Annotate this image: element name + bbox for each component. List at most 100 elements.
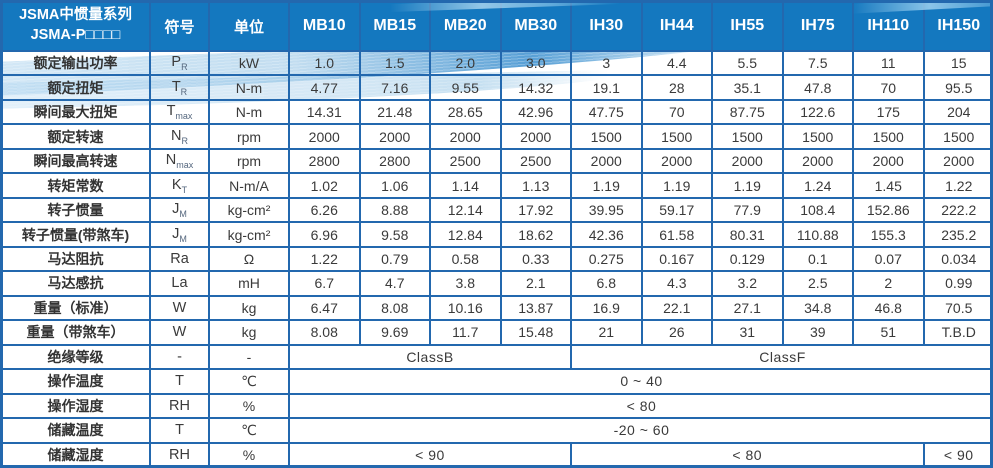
spec-value-cell: 2000 [358,123,431,150]
spec-value-cell: 2000 [288,123,361,150]
merged-value-cell: < 80 [570,441,925,468]
spec-value-cell: 70 [640,98,713,126]
spec-value-cell: 2800 [358,147,431,175]
row-label: 额定扭矩 [0,74,151,101]
symbol-main: - [177,348,182,365]
row-unit: kg [208,319,290,346]
spec-value-cell: 95.5 [922,74,993,101]
table-row: 马达阻抗 Ra Ω 1.22 0.79 0.58 0.33 0.275 0.167 0.129 0.… [0,245,993,273]
symbol-main: N [165,152,177,169]
spec-value-cell: 2000 [640,147,713,175]
spec-value-cell: 1500 [711,123,784,150]
row-label: 转子惯量(带煞车) [0,221,151,248]
spec-value-cell: 70 [852,74,925,101]
spec-value-cell: 59.17 [640,196,713,224]
row-symbol: RH [149,441,210,468]
row-unit: N-m [208,98,290,126]
spec-value-cell: 42.96 [499,98,572,126]
row-symbol: Nmax [149,147,210,175]
symbol-subscript: R [180,86,188,97]
symbol-main: La [171,275,188,292]
spec-value-cell: 155.3 [852,221,925,248]
row-label: 操作湿度 [0,392,151,420]
spec-value-cell: 0.167 [640,245,713,273]
series-title-line2: JSMA-P□□□□ [30,27,121,43]
spec-value-cell: 2000 [499,123,572,150]
col-header-model: MB30 [499,0,572,52]
row-symbol: T [149,368,210,395]
row-unit: rpm [208,147,290,175]
spec-value-cell: 1500 [781,123,854,150]
spec-value-cell: 80.31 [711,221,784,248]
merged-value-cell: < 90 [288,441,572,468]
spec-value-cell: 22.1 [640,294,713,322]
spec-value-cell: 175 [852,98,925,126]
spec-value-cell: 1.19 [570,172,643,199]
spec-value-cell: 1500 [570,123,643,150]
symbol-main: J [172,201,180,218]
spec-table-body: 额定输出功率 PR kW 1.0 1.5 2.0 3.0 3 4.4 5.5 7.5 11 15 额定扭矩… [0,49,993,468]
spec-value-cell: 0.07 [852,245,925,273]
spec-value-cell: 6.96 [288,221,361,248]
spec-value-cell: 3.2 [711,270,784,297]
row-unit: kg-cm² [208,221,290,248]
table-row: 转子惯量 JM kg-cm² 6.26 8.88 12.14 17.92 39.95 59.17… [0,196,993,224]
spec-value-cell: 17.92 [499,196,572,224]
col-header-model: MB15 [358,0,431,52]
spec-value-cell: 3.0 [499,49,572,77]
merged-value-cell: 0 ~ 40 [288,368,993,395]
symbol-subscript: max [176,160,194,171]
col-header-model: IH44 [640,0,713,52]
row-symbol: La [149,270,210,297]
spec-value-cell: 2.1 [499,270,572,297]
spec-value-cell: 39.95 [570,196,643,224]
spec-value-cell: 1500 [922,123,993,150]
series-title: JSMA中惯量系列 JSMA-P□□□□ [0,0,151,52]
spec-value-cell: 14.32 [499,74,572,101]
symbol-subscript: R [181,135,188,146]
spec-value-cell: 31 [711,319,784,346]
spec-value-cell: 1.0 [288,49,361,77]
row-unit: ℃ [208,368,290,395]
row-label: 绝缘等级 [0,343,151,371]
spec-value-cell: 6.47 [288,294,361,322]
spec-value-cell: 235.2 [922,221,993,248]
spec-value-cell: 47.8 [781,74,854,101]
spec-value-cell: 2000 [781,147,854,175]
table-row: 额定转速 NR rpm 2000 2000 2000 2000 1500 1500 1500 150… [0,123,993,150]
col-header-model: IH110 [852,0,925,52]
spec-value-cell: 2800 [288,147,361,175]
table-row: 操作温度 T ℃ 0 ~ 40 [0,368,993,395]
row-label: 重量（标准） [0,294,151,322]
spec-value-cell: 110.88 [781,221,854,248]
row-label: 转矩常数 [0,172,151,199]
table-row: 瞬间最高转速 Nmax rpm 2800 2800 2500 2500 2000 2000 200… [0,147,993,175]
spec-value-cell: 2.0 [429,49,502,77]
table-row: 转子惯量(带煞车) JM kg-cm² 6.96 9.58 12.84 18.62 42.36… [0,221,993,248]
row-label: 储藏湿度 [0,441,151,468]
spec-value-cell: 47.75 [570,98,643,126]
table-row: 储藏湿度 RH% < 90 < 80 < 90 [0,441,993,468]
spec-value-cell: 61.58 [640,221,713,248]
row-label: 瞬间最高转速 [0,147,151,175]
spec-value-cell: T.B.D [922,319,993,346]
header-row: JSMA中惯量系列 JSMA-P□□□□ 符号 单位 MB10 MB15 MB20 M… [0,0,993,52]
row-symbol: RH [149,392,210,420]
col-header-model: MB20 [429,0,502,52]
spec-value-cell: 8.08 [288,319,361,346]
spec-value-cell: 0.79 [358,245,431,273]
row-label: 储藏温度 [0,417,151,444]
symbol-main: RH [169,397,190,414]
spec-value-cell: 9.55 [429,74,502,101]
row-unit: mH [208,270,290,297]
row-label: 马达阻抗 [0,245,151,273]
spec-value-cell: 3.8 [429,270,502,297]
row-symbol: T [149,417,210,444]
spec-value-cell: 35.1 [711,74,784,101]
row-label: 额定转速 [0,123,151,150]
symbol-subscript: max [175,111,193,122]
row-symbol: W [149,294,210,322]
spec-value-cell: 77.9 [711,196,784,224]
spec-value-cell: 6.8 [570,270,643,297]
